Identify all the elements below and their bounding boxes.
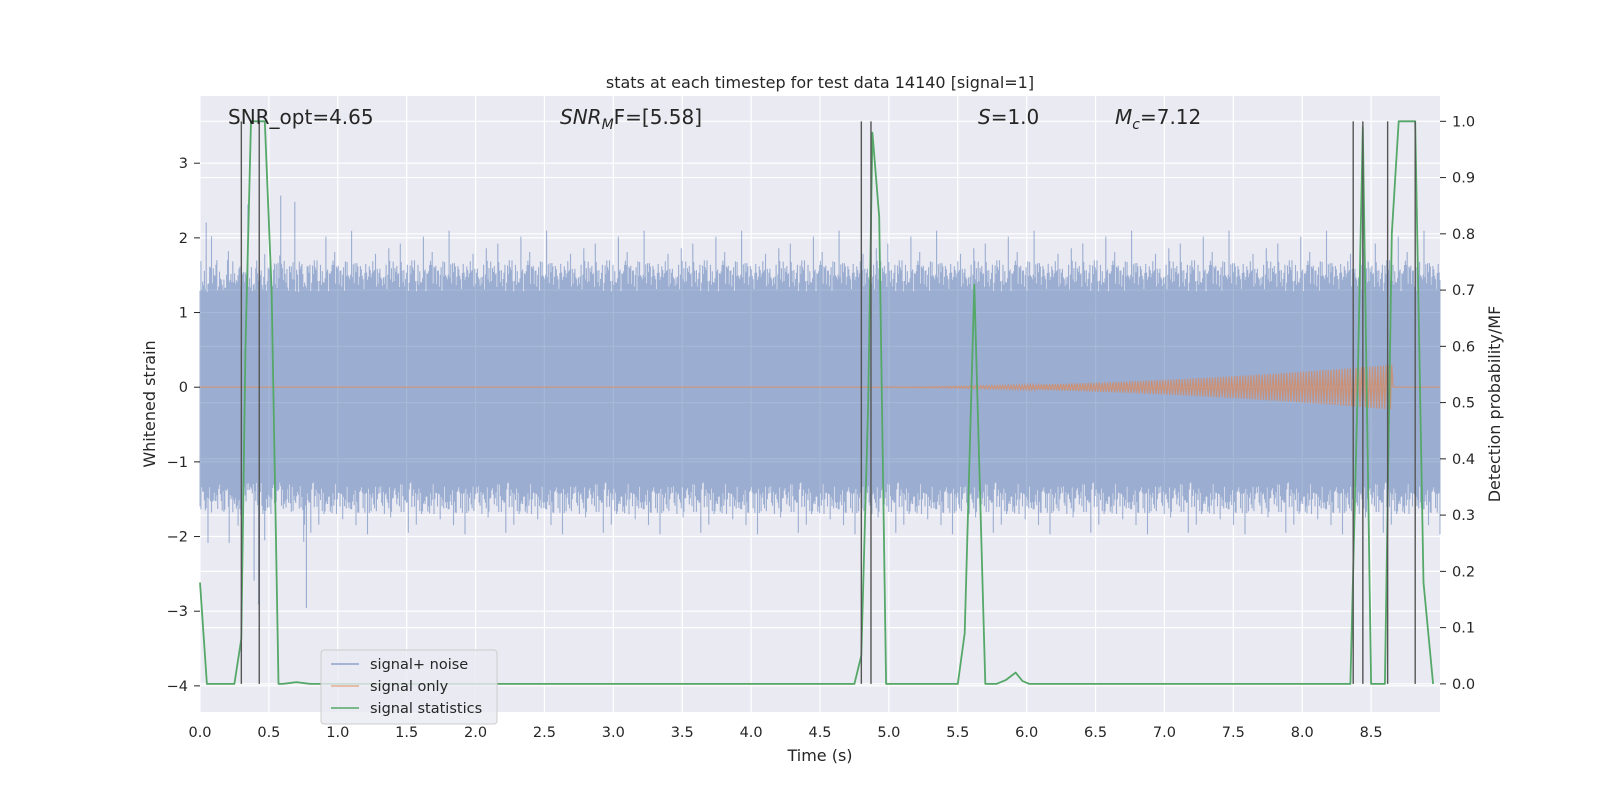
legend-box	[320, 649, 498, 725]
annotation-s-rest: =1.0	[991, 105, 1040, 129]
signal-statistics-line	[199, 120, 1434, 685]
annotation-mc: Mc=7.12	[1115, 105, 1201, 133]
x-tick-label: 1.5	[395, 725, 418, 741]
chart-title: stats at each timestep for test data 141…	[606, 73, 1034, 92]
y-tick-label: −2	[167, 530, 188, 546]
annotation-mc-italic: M	[1115, 105, 1132, 129]
x-tick-label: 6.5	[1084, 725, 1107, 741]
annotation-snr-mf-main: SNR	[560, 105, 602, 129]
annotation-s-italic: S	[978, 105, 991, 129]
x-tick-label: 3.0	[602, 725, 625, 741]
annotation-snr-opt: SNR_opt=4.65	[228, 105, 374, 129]
annotation-mc-sub: c	[1132, 117, 1140, 133]
y-tick-label: −3	[167, 604, 188, 620]
y-tick-label: 3	[179, 156, 188, 172]
y2-tick-label: 0.3	[1452, 508, 1475, 524]
y-tick-label: −4	[167, 679, 188, 695]
y2-tick-label: 0.8	[1452, 227, 1475, 243]
annotation-snr-mf-rest: F=[5.58]	[614, 105, 702, 129]
y2-tick-label: 0.1	[1452, 621, 1475, 637]
y-tick-label: −1	[167, 455, 188, 471]
y2-tick-label: 0.2	[1452, 564, 1475, 580]
x-tick-label: 4.0	[740, 725, 763, 741]
y-axis-ticks: 3 2 1 0 −1 −2 −3 −4	[167, 156, 200, 695]
y-axis-label: Whitened strain	[140, 340, 159, 467]
x-tick-label: 0.0	[188, 725, 211, 741]
x-tick-label: 3.5	[671, 725, 694, 741]
legend-label-signal-noise: signal+ noise	[370, 657, 468, 673]
y2-tick-label: 0.4	[1452, 452, 1475, 468]
y2-tick-label: 0.5	[1452, 396, 1475, 412]
x-tick-label: 7.0	[1153, 725, 1176, 741]
signal-statistics-series	[199, 120, 1434, 685]
annotation-snr-mf-sub: M	[602, 117, 614, 133]
annotation-snr-mf: SNRMF=[5.58]	[560, 105, 702, 133]
x-tick-label: 8.5	[1360, 725, 1383, 741]
y2-axis-ticks: 1.0 0.9 0.8 0.7 0.6 0.5 0.4 0.3 0.2 0.1 0.0	[1440, 114, 1475, 693]
legend: signal+ noise signal only signal statist…	[320, 649, 498, 725]
x-tick-label: 1.0	[326, 725, 349, 741]
x-tick-label: 0.5	[257, 725, 280, 741]
x-tick-label: 6.0	[1015, 725, 1038, 741]
y2-axis-label: Detection probability/MF	[1485, 306, 1504, 503]
x-axis-label: Time (s)	[786, 746, 852, 765]
legend-label-signal-statistics: signal statistics	[370, 701, 482, 717]
annotation-s: S=1.0	[978, 105, 1039, 129]
x-tick-label: 2.0	[464, 725, 487, 741]
x-tick-label: 7.5	[1222, 725, 1245, 741]
y2-tick-label: 1.0	[1452, 114, 1475, 130]
x-tick-label: 4.5	[808, 725, 831, 741]
y2-tick-label: 0.6	[1452, 339, 1475, 355]
y-tick-label: 0	[179, 380, 188, 396]
x-tick-label: 5.5	[946, 725, 969, 741]
y-tick-label: 1	[179, 306, 188, 322]
y2-tick-label: 0.0	[1452, 677, 1475, 693]
signal-only-line	[200, 364, 1440, 410]
legend-label-signal-only: signal only	[370, 679, 449, 695]
detection-markers	[240, 121, 1416, 684]
x-axis-ticks: 0.0 0.5 1.0 1.5 2.0 2.5 3.0 3.5 4.0 4.5 5.0 5.5 6.0 6…	[188, 725, 1382, 741]
y2-tick-label: 0.7	[1452, 283, 1475, 299]
y-tick-label: 2	[179, 231, 188, 247]
x-tick-label: 2.5	[533, 725, 556, 741]
annotation-mc-rest: =7.12	[1140, 105, 1201, 129]
x-tick-label: 8.0	[1291, 725, 1314, 741]
signal-only-series	[200, 364, 1440, 410]
x-tick-label: 5.0	[877, 725, 900, 741]
y2-tick-label: 0.9	[1452, 171, 1475, 187]
